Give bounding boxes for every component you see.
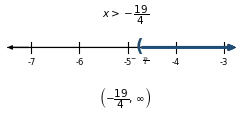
Text: -5: -5: [123, 58, 132, 67]
Text: $-$: $-$: [130, 55, 137, 60]
Text: $\left(-\dfrac{19}{4},\,\infty\right)$: $\left(-\dfrac{19}{4},\,\infty\right)$: [99, 85, 151, 111]
Text: $x > -\dfrac{19}{4}$: $x > -\dfrac{19}{4}$: [102, 4, 149, 27]
Text: -7: -7: [27, 58, 35, 67]
Text: -4: -4: [172, 58, 180, 67]
Text: (: (: [136, 38, 143, 56]
Text: $\!\frac{19}{4}$: $\!\frac{19}{4}$: [142, 55, 149, 67]
Text: -3: -3: [219, 58, 228, 67]
Text: -6: -6: [75, 58, 84, 67]
